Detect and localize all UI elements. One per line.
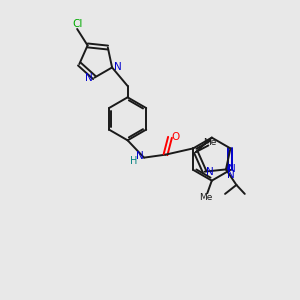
- Text: Me: Me: [199, 193, 212, 202]
- Text: Me: Me: [203, 138, 217, 147]
- Text: N: N: [85, 73, 93, 82]
- Text: N: N: [228, 164, 236, 174]
- Text: N: N: [206, 167, 214, 177]
- Text: O: O: [172, 132, 180, 142]
- Text: N: N: [136, 152, 144, 161]
- Text: N: N: [114, 62, 121, 73]
- Text: N: N: [226, 170, 234, 180]
- Text: Cl: Cl: [72, 19, 82, 28]
- Text: H: H: [130, 156, 138, 166]
